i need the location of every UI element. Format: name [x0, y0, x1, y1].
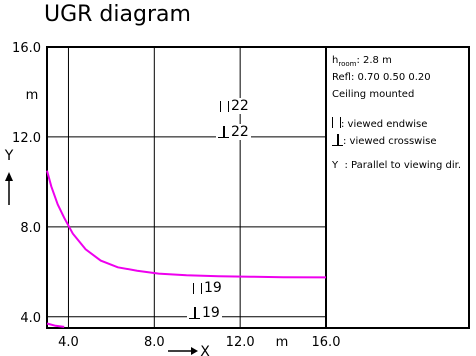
plot-frame [46, 46, 327, 329]
legend-crosswise: : viewed crosswise [332, 134, 461, 151]
ugr-curve-1 [46, 170, 327, 279]
x-unit-label: m [276, 335, 289, 350]
label-upper-crosswise: 22 [216, 124, 251, 140]
y-tick-label: 16.0 [12, 41, 41, 56]
y-unit-label: m [26, 88, 39, 103]
crosswise-symbol-icon [332, 134, 343, 146]
crosswise-symbol-icon [218, 126, 229, 138]
y-axis-label: Y [4, 148, 14, 164]
x-tick-label: 16.0 [312, 335, 341, 350]
endwise-symbol-icon [220, 100, 229, 112]
ugr-curve-2 [46, 322, 65, 328]
legend-endwise: : viewed endwise [332, 117, 461, 134]
x-axis-arrowhead-icon [191, 347, 198, 355]
legend-room-height: hroom: 2.8 m [332, 55, 392, 68]
label-lower-endwise: 19 [191, 280, 224, 296]
legend-mounting: Ceiling mounted [332, 89, 415, 100]
legend-frame [325, 46, 470, 329]
y-tick-label: 4.0 [20, 311, 41, 326]
endwise-symbol-icon [193, 282, 202, 294]
y-axis-arrowhead-icon [5, 172, 13, 181]
label-upper-endwise: 22 [218, 98, 251, 114]
y-tick-label: 8.0 [20, 221, 41, 236]
crosswise-symbol-icon [189, 307, 200, 319]
endwise-symbol-icon [332, 117, 341, 128]
x-axis-label: X [200, 344, 210, 356]
chart-title: UGR diagram [44, 2, 191, 27]
legend-parallel: Y : Parallel to viewing dir. [332, 160, 462, 171]
x-tick-label: 8.0 [144, 335, 165, 350]
x-tick-label: 12.0 [226, 335, 255, 350]
label-lower-crosswise: 19 [187, 305, 222, 321]
legend: hroom: 2.8 m Refl: 0.70 0.50 0.20 Ceilin… [332, 56, 461, 178]
y-tick-label: 12.0 [12, 131, 41, 146]
x-tick-label: 4.0 [58, 335, 79, 350]
legend-reflectances: Refl: 0.70 0.50 0.20 [332, 72, 431, 83]
